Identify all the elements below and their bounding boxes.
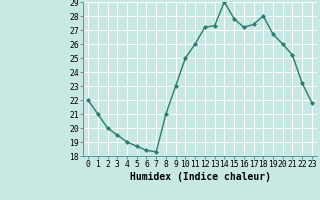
X-axis label: Humidex (Indice chaleur): Humidex (Indice chaleur) <box>130 172 270 182</box>
